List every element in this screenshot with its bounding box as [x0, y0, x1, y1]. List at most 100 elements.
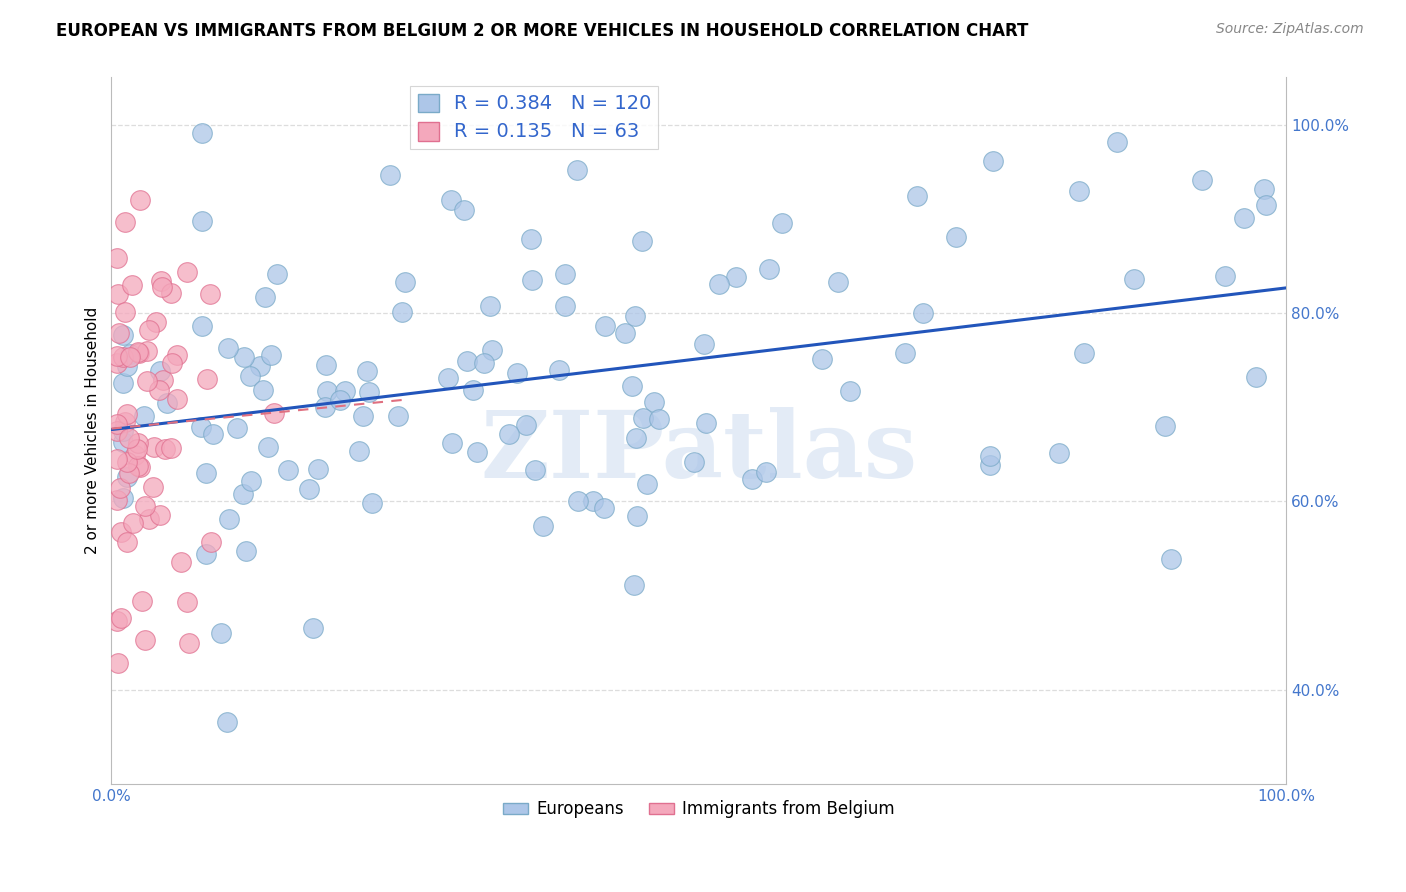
- Point: [755, 465, 778, 479]
- Point: [134, 499, 156, 513]
- Point: [378, 168, 401, 182]
- Point: [112, 328, 135, 343]
- Point: [121, 277, 143, 292]
- Point: [623, 309, 645, 323]
- Point: [114, 215, 136, 229]
- Point: [110, 524, 132, 539]
- Point: [981, 154, 1004, 169]
- Point: [453, 203, 475, 218]
- Text: ZIPatlas: ZIPatlas: [479, 407, 917, 497]
- Point: [235, 544, 257, 558]
- Point: [472, 356, 495, 370]
- Point: [105, 349, 128, 363]
- Point: [240, 474, 263, 488]
- Point: [644, 395, 666, 409]
- Point: [195, 372, 218, 386]
- Point: [190, 126, 212, 140]
- Point: [595, 319, 617, 334]
- Point: [437, 370, 460, 384]
- Point: [114, 304, 136, 318]
- Point: [128, 460, 150, 475]
- Point: [302, 621, 325, 635]
- Point: [979, 449, 1001, 463]
- Point: [621, 379, 644, 393]
- Point: [631, 234, 654, 248]
- Point: [565, 163, 588, 178]
- Point: [107, 287, 129, 301]
- Point: [614, 326, 637, 341]
- Point: [352, 409, 374, 423]
- Point: [519, 232, 541, 246]
- Point: [124, 448, 146, 462]
- Point: [479, 299, 502, 313]
- Point: [239, 369, 262, 384]
- Point: [107, 657, 129, 671]
- Point: [131, 594, 153, 608]
- Point: [190, 214, 212, 228]
- Point: [112, 424, 135, 438]
- Point: [1213, 269, 1236, 284]
- Point: [266, 268, 288, 282]
- Point: [593, 500, 616, 515]
- Point: [1233, 211, 1256, 225]
- Point: [257, 440, 280, 454]
- Point: [582, 494, 605, 508]
- Point: [132, 409, 155, 423]
- Point: [145, 315, 167, 329]
- Point: [169, 556, 191, 570]
- Point: [114, 415, 136, 429]
- Point: [112, 491, 135, 506]
- Point: [149, 274, 172, 288]
- Point: [648, 412, 671, 426]
- Point: [118, 466, 141, 480]
- Point: [166, 392, 188, 406]
- Point: [176, 265, 198, 279]
- Point: [218, 341, 240, 355]
- Point: [1047, 446, 1070, 460]
- Point: [360, 496, 382, 510]
- Point: [387, 409, 409, 423]
- Point: [467, 444, 489, 458]
- Point: [707, 277, 730, 292]
- Point: [683, 454, 706, 468]
- Point: [506, 366, 529, 380]
- Point: [626, 431, 648, 445]
- Point: [498, 427, 520, 442]
- Point: [112, 376, 135, 391]
- Point: [110, 611, 132, 625]
- Point: [894, 345, 917, 359]
- Point: [838, 384, 860, 399]
- Point: [253, 289, 276, 303]
- Point: [1160, 551, 1182, 566]
- Point: [200, 535, 222, 549]
- Point: [335, 384, 357, 399]
- Point: [138, 323, 160, 337]
- Point: [156, 396, 179, 410]
- Point: [202, 427, 225, 442]
- Point: [179, 635, 201, 649]
- Point: [356, 364, 378, 378]
- Point: [115, 535, 138, 549]
- Point: [200, 287, 222, 301]
- Point: [531, 518, 554, 533]
- Point: [118, 347, 141, 361]
- Point: [481, 343, 503, 357]
- Point: [515, 417, 537, 432]
- Point: [567, 493, 589, 508]
- Text: EUROPEAN VS IMMIGRANTS FROM BELGIUM 2 OR MORE VEHICLES IN HOUSEHOLD CORRELATION : EUROPEAN VS IMMIGRANTS FROM BELGIUM 2 OR…: [56, 22, 1029, 40]
- Point: [693, 337, 716, 351]
- Point: [626, 509, 648, 524]
- Point: [1073, 346, 1095, 360]
- Point: [117, 470, 139, 484]
- Point: [912, 306, 935, 320]
- Point: [152, 373, 174, 387]
- Point: [329, 393, 352, 408]
- Point: [110, 481, 132, 495]
- Point: [440, 435, 463, 450]
- Point: [554, 268, 576, 282]
- Point: [636, 477, 658, 491]
- Text: Source: ZipAtlas.com: Source: ZipAtlas.com: [1216, 22, 1364, 37]
- Point: [150, 279, 173, 293]
- Point: [218, 511, 240, 525]
- Point: [314, 401, 336, 415]
